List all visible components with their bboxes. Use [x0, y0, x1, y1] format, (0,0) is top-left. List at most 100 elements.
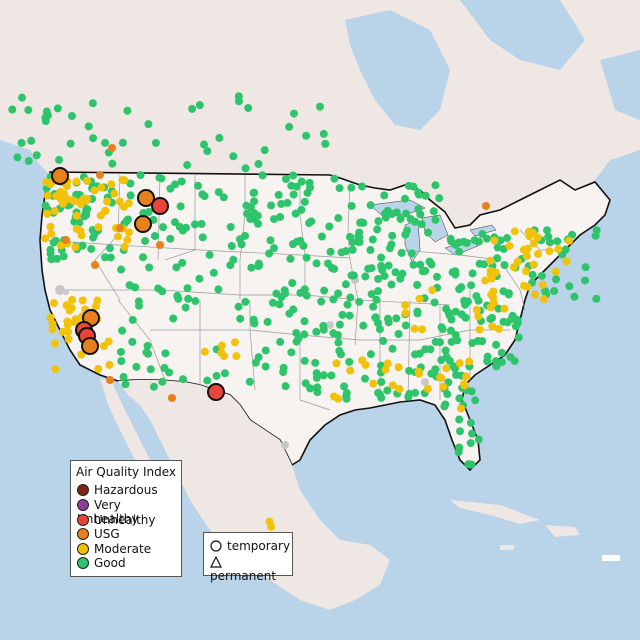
station-marker[interactable] [47, 255, 56, 264]
station-marker[interactable] [414, 367, 423, 376]
station-marker[interactable] [334, 338, 343, 347]
station-marker[interactable] [493, 254, 502, 263]
station-marker[interactable] [101, 138, 110, 147]
station-marker[interactable] [302, 131, 311, 140]
station-marker[interactable] [97, 183, 106, 192]
station-marker[interactable] [409, 182, 418, 191]
station-marker[interactable] [87, 244, 96, 253]
station-marker[interactable] [415, 294, 424, 303]
station-marker[interactable] [348, 245, 357, 254]
station-marker[interactable] [150, 232, 159, 241]
station-marker[interactable] [246, 203, 255, 212]
station-marker[interactable] [227, 242, 236, 251]
station-marker[interactable] [410, 350, 419, 359]
station-marker[interactable] [312, 259, 321, 268]
station-marker[interactable] [131, 283, 140, 292]
station-marker[interactable] [276, 212, 285, 221]
station-marker[interactable] [369, 302, 378, 311]
station-marker[interactable] [359, 321, 368, 330]
station-marker[interactable] [466, 418, 475, 427]
station-marker[interactable] [263, 317, 272, 326]
station-marker[interactable] [305, 178, 314, 187]
station-marker[interactable] [267, 201, 276, 210]
station-marker[interactable] [104, 337, 113, 346]
station-marker[interactable] [72, 177, 81, 186]
station-marker[interactable] [374, 274, 383, 283]
station-marker[interactable] [200, 347, 209, 356]
station-marker[interactable] [118, 138, 127, 147]
station-marker[interactable] [174, 294, 183, 303]
station-marker[interactable] [497, 358, 506, 367]
station-marker[interactable] [312, 373, 321, 382]
station-marker[interactable] [413, 307, 422, 316]
station-marker[interactable] [528, 270, 537, 279]
station-marker[interactable] [274, 190, 283, 199]
station-marker[interactable] [568, 230, 577, 239]
station-marker[interactable] [71, 315, 80, 324]
station-marker[interactable] [430, 298, 439, 307]
station-marker[interactable] [56, 241, 65, 250]
station-marker[interactable] [380, 271, 389, 280]
station-marker[interactable] [289, 305, 298, 314]
station-marker[interactable] [171, 180, 180, 189]
station-marker[interactable] [181, 303, 190, 312]
station-marker[interactable] [490, 236, 499, 245]
station-marker[interactable] [429, 207, 438, 216]
station-marker[interactable] [455, 427, 464, 436]
station-marker[interactable] [46, 222, 55, 231]
station-marker[interactable] [203, 147, 212, 156]
station-marker[interactable] [445, 311, 454, 320]
station-marker[interactable] [592, 294, 601, 303]
station-marker[interactable] [361, 272, 370, 281]
station-marker[interactable] [494, 304, 503, 313]
station-marker[interactable] [62, 236, 70, 244]
station-marker[interactable] [388, 344, 397, 353]
station-marker[interactable] [455, 247, 464, 256]
station-marker[interactable] [18, 93, 27, 102]
station-marker[interactable] [465, 357, 474, 366]
station-marker[interactable] [312, 327, 321, 336]
station-marker[interactable] [374, 287, 383, 296]
station-marker[interactable] [55, 155, 64, 164]
station-marker[interactable] [249, 188, 258, 197]
station-marker[interactable] [447, 337, 456, 346]
station-marker[interactable] [268, 298, 277, 307]
station-marker[interactable] [285, 122, 294, 131]
station-marker[interactable] [391, 268, 400, 277]
station-marker[interactable] [195, 101, 204, 110]
station-marker[interactable] [581, 263, 590, 272]
station-marker[interactable] [41, 201, 50, 210]
station-marker[interactable] [317, 232, 326, 241]
station-marker[interactable] [260, 146, 269, 155]
station-marker[interactable] [441, 400, 450, 409]
station-marker[interactable] [287, 348, 296, 357]
station-marker[interactable] [266, 236, 275, 245]
station-marker[interactable] [300, 197, 309, 206]
station-marker[interactable] [405, 389, 414, 398]
station-marker[interactable] [254, 159, 263, 168]
station-marker[interactable] [529, 260, 538, 269]
station-marker[interactable] [60, 189, 69, 198]
station-marker[interactable] [381, 365, 390, 374]
station-marker[interactable] [313, 388, 322, 397]
station-marker[interactable] [392, 208, 401, 217]
station-marker[interactable] [335, 346, 344, 355]
station-marker[interactable] [24, 106, 33, 115]
station-marker[interactable] [241, 231, 250, 240]
station-marker[interactable] [403, 226, 412, 235]
station-marker[interactable] [52, 192, 61, 201]
station-marker[interactable] [251, 358, 260, 367]
station-marker[interactable] [205, 250, 214, 259]
station-marker[interactable] [394, 330, 403, 339]
station-marker[interactable] [247, 263, 256, 272]
station-marker[interactable] [461, 300, 470, 309]
station-marker[interactable] [366, 350, 375, 359]
station-marker[interactable] [541, 287, 550, 296]
station-marker[interactable] [107, 180, 116, 189]
station-marker[interactable] [470, 236, 479, 245]
station-marker[interactable] [116, 224, 124, 232]
station-marker[interactable] [442, 364, 451, 373]
station-marker[interactable] [220, 369, 229, 378]
station-marker[interactable] [197, 219, 206, 228]
station-marker[interactable] [361, 360, 370, 369]
